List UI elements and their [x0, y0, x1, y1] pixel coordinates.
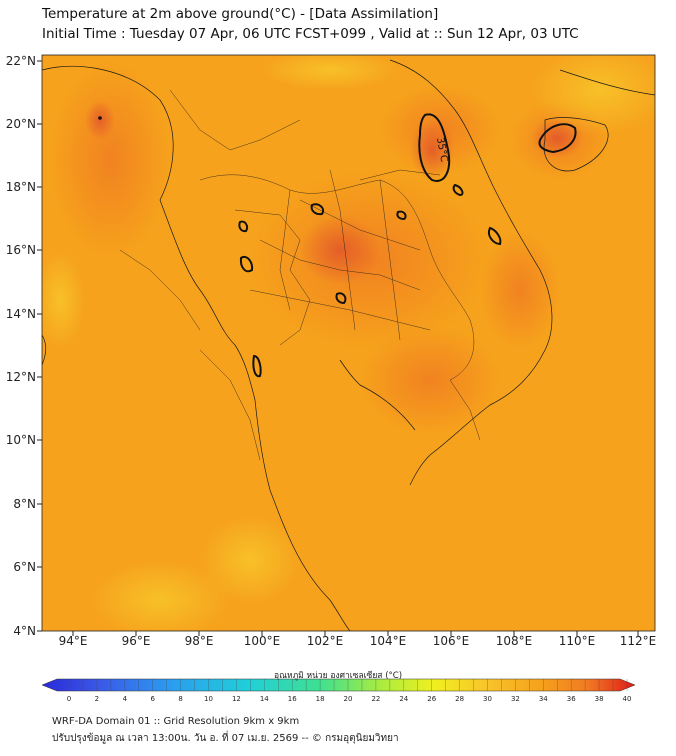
contour-ne-thai — [396, 210, 407, 221]
lon-label: 104°E — [370, 634, 407, 648]
colorbar-tick-label: 12 — [232, 695, 241, 703]
contour-hainan — [538, 123, 577, 154]
warm-zone-vietnam — [480, 230, 560, 350]
cool-zone-peninsula — [200, 515, 300, 605]
colorbar-tick-label: 20 — [344, 695, 353, 703]
warm-zone-myanmar — [50, 60, 170, 260]
lat-label: 20°N — [6, 117, 36, 131]
warm-zone-cambodia — [360, 325, 500, 435]
temperature-field: 35°C — [42, 55, 655, 631]
colorbar-tick-label: 16 — [288, 695, 297, 703]
contour-north-thai — [310, 203, 324, 216]
colorbar-tick-label: 18 — [316, 695, 325, 703]
colorbar-tick-label: 6 — [150, 695, 155, 703]
contour-laos-small — [452, 183, 464, 197]
colorbar-tick-label: 32 — [511, 695, 520, 703]
lon-label: 94°E — [59, 634, 88, 648]
longitude-axis: 94°E 96°E 98°E 100°E 102°E 104°E 106°E 1… — [59, 631, 657, 648]
coast-gulf-path — [339, 359, 416, 431]
coast-west-path — [42, 65, 351, 631]
colorbar-tick-label: 14 — [260, 695, 269, 703]
coast-vietnam-path — [389, 59, 553, 486]
contour-dot — [98, 116, 102, 120]
coast-island-path — [42, 334, 47, 366]
map-title: Temperature at 2m above ground(°C) - [Da… — [42, 6, 439, 22]
contour-vietnam — [488, 226, 502, 246]
lon-label: 112°E — [620, 634, 657, 648]
coast-hainan-path — [543, 117, 609, 172]
hot-spot-4 — [85, 100, 115, 140]
lon-label: 98°E — [185, 634, 214, 648]
lon-label: 108°E — [496, 634, 533, 648]
contour-mae-hong-son — [238, 220, 249, 233]
lon-label: 96°E — [122, 634, 151, 648]
cool-zone-north — [260, 55, 400, 90]
lat-label: 10°N — [6, 433, 36, 447]
lat-label: 14°N — [6, 307, 36, 321]
hot-spot-3 — [300, 215, 380, 285]
colorbar-tick-label: 34 — [539, 695, 548, 703]
colorbar-tick-label: 26 — [427, 695, 436, 703]
colorbar-tick-label: 30 — [483, 695, 492, 703]
cool-zone-west — [42, 250, 85, 350]
colorbar-tick-label: 38 — [595, 695, 604, 703]
cool-zone-ne — [530, 55, 655, 135]
admin-borders — [119, 89, 481, 461]
colorbar-tick-label: 10 — [204, 695, 213, 703]
coastlines — [42, 59, 655, 631]
lon-label: 110°E — [559, 634, 596, 648]
colorbar-tick-label: 24 — [399, 695, 408, 703]
lon-label: 102°E — [307, 634, 344, 648]
colorbar-label: อุณหภูมิ หน่วย องศาเซลเซียส (°C) — [273, 671, 403, 681]
lat-label: 8°N — [13, 497, 36, 511]
lat-label: 6°N — [13, 560, 36, 574]
colorbar-tick-label: 36 — [567, 695, 576, 703]
footer-update-info: ปรับปรุงข้อมูล ณ เวลา 13:00น. วัน อ. ที่… — [52, 733, 399, 744]
lon-label: 106°E — [433, 634, 470, 648]
latitude-axis: 22°N 20°N 18°N 16°N 14°N 12°N 10°N 8°N 6… — [6, 54, 42, 638]
colorbar-tick-label: 22 — [371, 695, 380, 703]
colorbar: 0 2 4 6 8 10 12 14 16 18 20 22 24 26 28 30 32 34 36 38 40 — [41, 678, 636, 703]
cool-zone-malaysia — [90, 560, 230, 631]
lat-label: 12°N — [6, 370, 36, 384]
footer-model-info: WRF-DA Domain 01 :: Grid Resolution 9km … — [52, 716, 300, 727]
contour-label: 35°C — [434, 137, 449, 163]
colorbar-tick-label: 2 — [95, 695, 99, 703]
plot-frame — [41, 54, 656, 632]
colorbar-tick-label: 8 — [178, 695, 182, 703]
map-subtitle: Initial Time : Tuesday 07 Apr, 06 UTC FC… — [42, 26, 579, 42]
colorbar-bar — [41, 678, 636, 692]
colorbar-tick-label: 40 — [623, 695, 632, 703]
contour-central — [335, 292, 347, 305]
contours-35c — [238, 113, 577, 378]
contour-tak — [239, 256, 254, 273]
colorbar-tick-label: 4 — [123, 695, 128, 703]
lat-label: 16°N — [6, 243, 36, 257]
coast-china-path — [559, 69, 655, 96]
lon-label: 100°E — [244, 634, 281, 648]
contour-laos — [418, 113, 451, 182]
lat-label: 18°N — [6, 180, 36, 194]
colorbar-ticks — [68, 679, 628, 691]
colorbar-tick-labels: 0 2 4 6 8 10 12 14 16 18 20 22 24 26 28 30 32 34 36 38 40 — [67, 695, 632, 703]
lat-label: 22°N — [6, 54, 36, 68]
contour-south — [252, 354, 262, 378]
lat-label: 4°N — [13, 624, 36, 638]
colorbar-tick-label: 28 — [455, 695, 464, 703]
colorbar-tick-label: 0 — [67, 695, 71, 703]
